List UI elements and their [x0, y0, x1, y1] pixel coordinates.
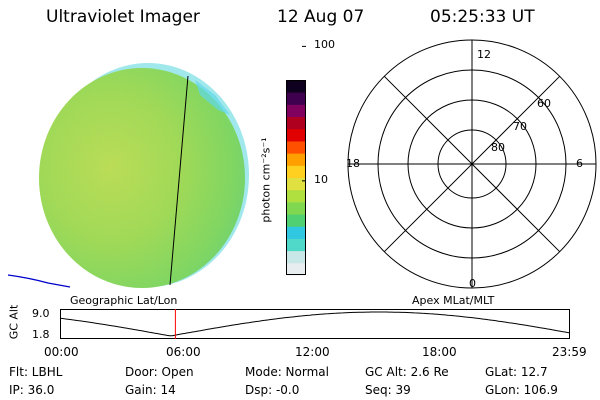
colorbar-segment: [286, 128, 306, 142]
colorbar-tick-label: 10: [314, 172, 328, 186]
orbit-altitude-curve: [59, 311, 571, 337]
altitude-ylabel: GC Alt: [7, 304, 21, 340]
terminator-line: [169, 75, 189, 286]
gain-info: Gain: 14: [125, 383, 176, 397]
apex-label: Apex MLat/MLT: [412, 294, 495, 307]
colorbar-segment: [286, 116, 306, 130]
mlat-label-70: 70: [513, 120, 527, 133]
glon-info: GLon: 106.9: [485, 383, 558, 397]
altitude-plot: [59, 309, 571, 339]
dsp-info: Dsp: -0.0: [245, 383, 300, 397]
mlat-label-80: 80: [491, 141, 505, 154]
xtick-0600: 06:00: [166, 345, 201, 359]
date-label: 12 Aug 07: [277, 7, 365, 27]
coastline: [7, 274, 71, 288]
ip-info: IP: 36.0: [9, 383, 55, 397]
instrument-title: Ultraviolet Imager: [46, 7, 200, 27]
mlt-label-6: 6: [576, 157, 583, 170]
colorbar-segment: [286, 250, 306, 264]
mlat-label-60: 60: [537, 97, 551, 110]
colorbar-segment: [286, 92, 306, 105]
colorbar-segment: [286, 177, 306, 191]
disk-texture: [39, 68, 245, 288]
colorbar-tick-label: 100: [314, 38, 335, 52]
geographic-label: Geographic Lat/Lon: [70, 294, 178, 307]
altitude-ytick: 9.0: [32, 307, 50, 320]
xtick-1800: 18:00: [422, 345, 457, 359]
mlt-label-0: 0: [469, 277, 476, 290]
colorbar-segment: [286, 238, 306, 252]
altitude-ytick: 1.8: [32, 328, 50, 341]
gc-alt-info: GC Alt: 2.6 Re: [365, 365, 449, 379]
seq-info: Seq: 39: [365, 383, 411, 397]
mlt-label-12: 12: [477, 48, 491, 61]
colorbar-segment: [286, 80, 306, 93]
colorbar-segment: [286, 262, 306, 276]
mode-info: Mode: Normal: [245, 365, 329, 379]
upper-right-limb: [195, 80, 230, 115]
mlt-label-18: 18: [346, 157, 360, 170]
colorbar-segment: [286, 201, 306, 215]
colorbar-segment: [286, 165, 306, 178]
colorbar: [286, 45, 306, 276]
colorbar-segment: [286, 104, 306, 118]
glat-info: GLat: 12.7: [485, 365, 548, 379]
colorbar-segment: [286, 226, 306, 239]
xtick-1200: 12:00: [295, 345, 330, 359]
colorbar-border: [286, 80, 306, 275]
colorbar-segment: [286, 153, 306, 166]
door-info: Door: Open: [125, 365, 194, 379]
colorbar-segment: [286, 214, 306, 227]
filter-info: Flt: LBHL: [9, 365, 63, 379]
xtick-0000: 00:00: [44, 345, 79, 359]
colorbar-segment: [286, 140, 306, 154]
xtick-2359: 23:59: [552, 345, 587, 359]
colorbar-segment: [286, 189, 306, 203]
time-label: 05:25:33 UT: [430, 7, 535, 27]
